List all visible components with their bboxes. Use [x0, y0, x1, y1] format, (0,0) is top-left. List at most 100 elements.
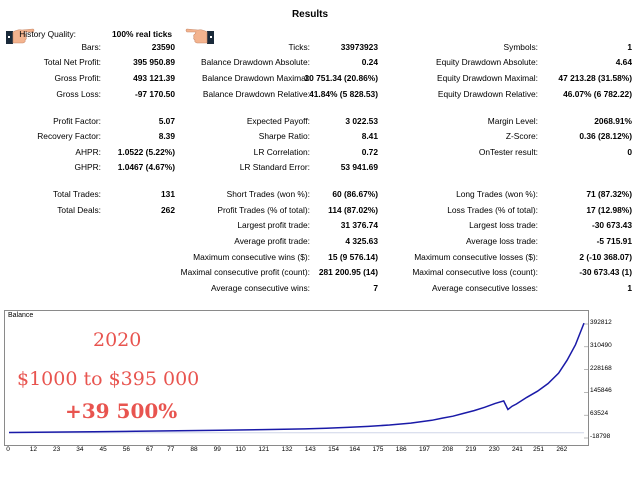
stat-value: 131: [161, 189, 175, 199]
stat-value: 493 121.39: [133, 73, 175, 83]
stat-label: Equity Drawdown Relative:: [437, 89, 538, 99]
stat-label: Average loss trade:: [465, 236, 538, 246]
stat-value: 0.24: [361, 57, 378, 67]
balance-line: [8, 322, 585, 434]
x-tick-label: 67: [146, 446, 154, 453]
x-tick-label: 121: [258, 446, 270, 453]
x-tick-label: 143: [304, 446, 316, 453]
y-tick-label: 392812: [590, 319, 612, 326]
stat-value: 0.36 (28.12%): [579, 131, 632, 141]
stat-label: AHPR:: [75, 147, 101, 157]
stat-label: Total Trades:: [53, 189, 101, 199]
overlay-year: 2020: [93, 329, 142, 351]
stat-label: Average profit trade:: [234, 236, 310, 246]
x-tick-label: 241: [512, 446, 523, 453]
stat-label: Maximum consecutive wins ($):: [193, 252, 310, 262]
stat-label: Long Trades (won %):: [456, 189, 538, 199]
stat-value: 1: [627, 42, 632, 52]
history-quality-value: 100% real ticks: [112, 29, 173, 39]
stat-label: Gross Profit:: [54, 73, 101, 83]
x-tick-label: 34: [76, 446, 84, 453]
stat-label: Largest loss trade:: [469, 220, 538, 230]
x-tick-label: 23: [52, 446, 61, 453]
stat-value: 4 325.63: [345, 236, 378, 246]
pointing-hand-left-icon: [184, 22, 214, 46]
stat-value: 17 (12.98%): [586, 205, 632, 215]
stat-label: LR Standard Error:: [239, 162, 310, 172]
x-tick-label: 56: [122, 446, 130, 453]
stat-label: GHPR:: [74, 162, 101, 172]
x-tick-label: 186: [395, 446, 407, 453]
stat-label: Bars:: [81, 42, 101, 52]
x-tick-label: 262: [556, 446, 568, 453]
stat-label: Average consecutive wins:: [210, 283, 310, 293]
stat-value: 33973923: [340, 42, 378, 52]
y-tick-label: 310490: [590, 341, 612, 349]
stat-label: Balance Drawdown Maximal:: [202, 73, 310, 83]
stat-value: -97 170.50: [134, 89, 175, 99]
stat-value: 71 (87.32%): [586, 189, 632, 199]
x-tick-label: 12: [29, 446, 37, 453]
x-tick-label: 0: [6, 446, 10, 453]
stat-value: 5.07: [158, 116, 175, 126]
x-tick-label: 132: [281, 446, 293, 453]
stat-label: Total Net Profit:: [43, 57, 101, 67]
stat-label: Loss Trades (% of total):: [447, 205, 538, 215]
stat-value: 2068.91%: [594, 116, 632, 126]
stat-value: -5 715.91: [596, 236, 632, 246]
y-tick-label: 228168: [590, 364, 612, 372]
stat-label: Symbols:: [503, 42, 538, 52]
stat-label: Balance Drawdown Absolute:: [201, 57, 310, 67]
stat-value: -30 673.43: [591, 220, 632, 230]
stat-label: Balance Drawdown Relative:: [202, 89, 310, 99]
stat-value: 31 376.74: [340, 220, 378, 230]
stat-value: 8.41: [361, 131, 378, 141]
x-tick-label: 77: [167, 446, 175, 453]
x-tick-label: 110: [235, 446, 246, 453]
stat-label: Total Deals:: [57, 205, 101, 215]
stat-value: 46.07% (6 782.22): [563, 89, 632, 99]
stat-value: 2 (-10 368.07): [579, 252, 632, 262]
stat-value: 53 941.69: [340, 162, 378, 172]
stat-label: Maximum consecutive losses ($):: [414, 252, 538, 262]
x-tick-label: 99: [213, 446, 221, 453]
stat-label: Z-Score:: [505, 131, 538, 141]
stat-label: Maximal consecutive profit (count):: [180, 267, 310, 277]
stat-value: 281 200.95 (14): [318, 267, 378, 277]
balance-chart: Balance 2020 $1000 to $395 000 +39 500%: [4, 310, 589, 446]
stat-value: 262: [161, 205, 175, 215]
stat-label: Maximal consecutive loss (count):: [412, 267, 538, 277]
stat-label: Gross Loss:: [56, 89, 101, 99]
x-tick-label: 251: [533, 446, 545, 453]
x-tick-label: 88: [190, 446, 198, 453]
x-tick-label: 230: [488, 446, 500, 453]
x-tick-label: 154: [328, 446, 339, 453]
stat-label: Short Trades (won %):: [226, 189, 310, 199]
stat-value: 0.72: [361, 147, 378, 157]
stat-value: 8.39: [158, 131, 175, 141]
stat-label: Equity Drawdown Maximal:: [437, 73, 538, 83]
stat-value: 3 022.53: [345, 116, 378, 126]
y-tick-label: 145846: [590, 387, 612, 395]
balance-chart-plot: [8, 322, 588, 439]
stat-label: Equity Drawdown Absolute:: [436, 57, 538, 67]
stat-value: 4.64: [615, 57, 632, 67]
stat-value: 60 (86.67%): [332, 189, 378, 199]
stat-label: Expected Payoff:: [246, 116, 310, 126]
x-tick-label: 175: [372, 446, 384, 453]
stat-label: Average consecutive losses:: [432, 283, 538, 293]
stat-label: Margin Level:: [487, 116, 538, 126]
stat-label: Sharpe Ratio:: [258, 131, 310, 141]
x-tick-label: 164: [349, 446, 361, 453]
stat-value: 1.0467 (4.67%): [117, 162, 175, 172]
stat-label: Ticks:: [288, 42, 310, 52]
stat-value: 47 213.28 (31.58%): [558, 73, 632, 83]
stat-value: 0: [627, 147, 632, 157]
stat-value: 41.84% (5 828.53): [309, 89, 378, 99]
page-title: Results: [291, 9, 329, 20]
stat-label: Profit Factor:: [53, 116, 101, 126]
stat-value: 395 950.89: [133, 57, 175, 67]
stat-label: LR Correlation:: [253, 147, 310, 157]
x-tick-label: 219: [465, 446, 477, 453]
stat-label: Recovery Factor:: [37, 131, 101, 141]
